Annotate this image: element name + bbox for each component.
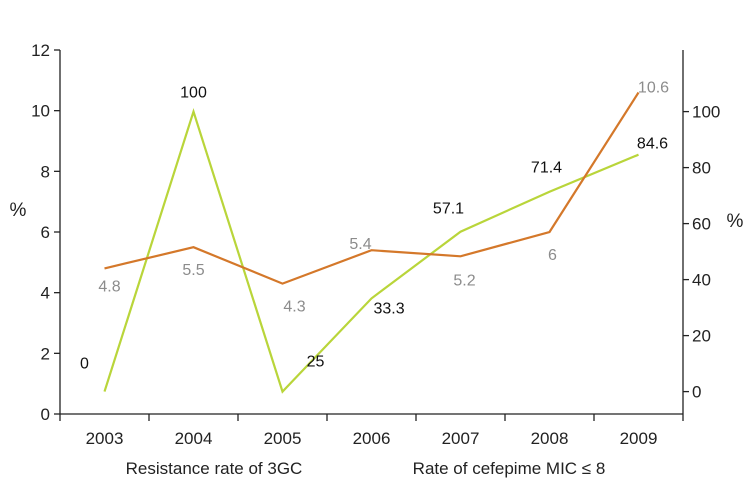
- left-y-tick-label: 2: [41, 344, 50, 363]
- left-y-tick-label: 10: [31, 102, 50, 121]
- right-y-axis-label: %: [727, 211, 744, 232]
- data-label-cefepime-mic: 0: [80, 356, 89, 373]
- x-tick-label: 2007: [442, 429, 480, 448]
- data-label-resistance-3gc: 5.5: [182, 262, 204, 279]
- left-y-tick-label: 12: [31, 41, 50, 60]
- series-line-cefepime-mic: [103, 107, 639, 394]
- legend-item-resistance-3gc: Resistance rate of 3GC: [126, 459, 303, 478]
- data-label-resistance-3gc: 5.4: [349, 236, 371, 253]
- x-tick-label: 2005: [264, 429, 302, 448]
- right-y-tick-label: 40: [692, 271, 711, 290]
- right-y-tick-label: 60: [692, 215, 711, 234]
- right-y-tick-label: 80: [692, 159, 711, 178]
- data-label-cefepime-mic: 84.6: [637, 136, 668, 153]
- data-label-resistance-3gc: 5.2: [453, 272, 475, 289]
- right-y-tick-label: 0: [692, 383, 701, 402]
- data-label-resistance-3gc: 6: [548, 247, 557, 264]
- data-label-cefepime-mic: 57.1: [433, 201, 464, 218]
- data-label-cefepime-mic: 100: [180, 85, 207, 102]
- x-tick-label: 2009: [620, 429, 658, 448]
- left-y-tick-label: 0: [41, 405, 50, 424]
- left-y-ticks: 0 2 4 6 8 10 12: [31, 41, 60, 424]
- legend: Resistance rate of 3GC Rate of cefepime …: [126, 459, 606, 478]
- right-y-tick-label: 20: [692, 327, 711, 346]
- data-label-cefepime-mic: 71.4: [531, 160, 562, 177]
- x-tick-label: 2003: [86, 429, 124, 448]
- x-tick-label: 2004: [175, 429, 213, 448]
- left-y-axis-label: %: [10, 200, 27, 221]
- x-tick-label: 2008: [531, 429, 569, 448]
- x-ticks: 2003 2004 2005 2006 2007 2008 2009: [59, 414, 684, 448]
- left-y-tick-label: 8: [41, 162, 50, 181]
- x-tick-label: 2006: [353, 429, 391, 448]
- right-y-ticks: 0 20 40 60 80 100: [683, 103, 720, 402]
- data-label-resistance-3gc: 4.3: [283, 299, 305, 316]
- series-layer: [103, 91, 640, 394]
- data-label-cefepime-mic: 33.3: [374, 300, 405, 317]
- data-labels-layer: 4.8 5.5 4.3 5.4 5.2 6 10.6 0 100 25 33.3 57.1 71.4 84…: [80, 79, 669, 372]
- left-y-tick-label: 6: [41, 223, 50, 242]
- left-y-tick-label: 4: [41, 284, 50, 303]
- axes: [59, 50, 684, 415]
- data-label-cefepime-mic: 25: [307, 354, 325, 371]
- right-y-tick-label: 100: [692, 103, 720, 122]
- series-line-resistance-3gc: [104, 91, 640, 285]
- data-label-resistance-3gc: 4.8: [98, 278, 120, 295]
- legend-item-cefepime-mic: Rate of cefepime MIC ≤ 8: [413, 459, 606, 478]
- data-label-resistance-3gc: 10.6: [638, 79, 669, 96]
